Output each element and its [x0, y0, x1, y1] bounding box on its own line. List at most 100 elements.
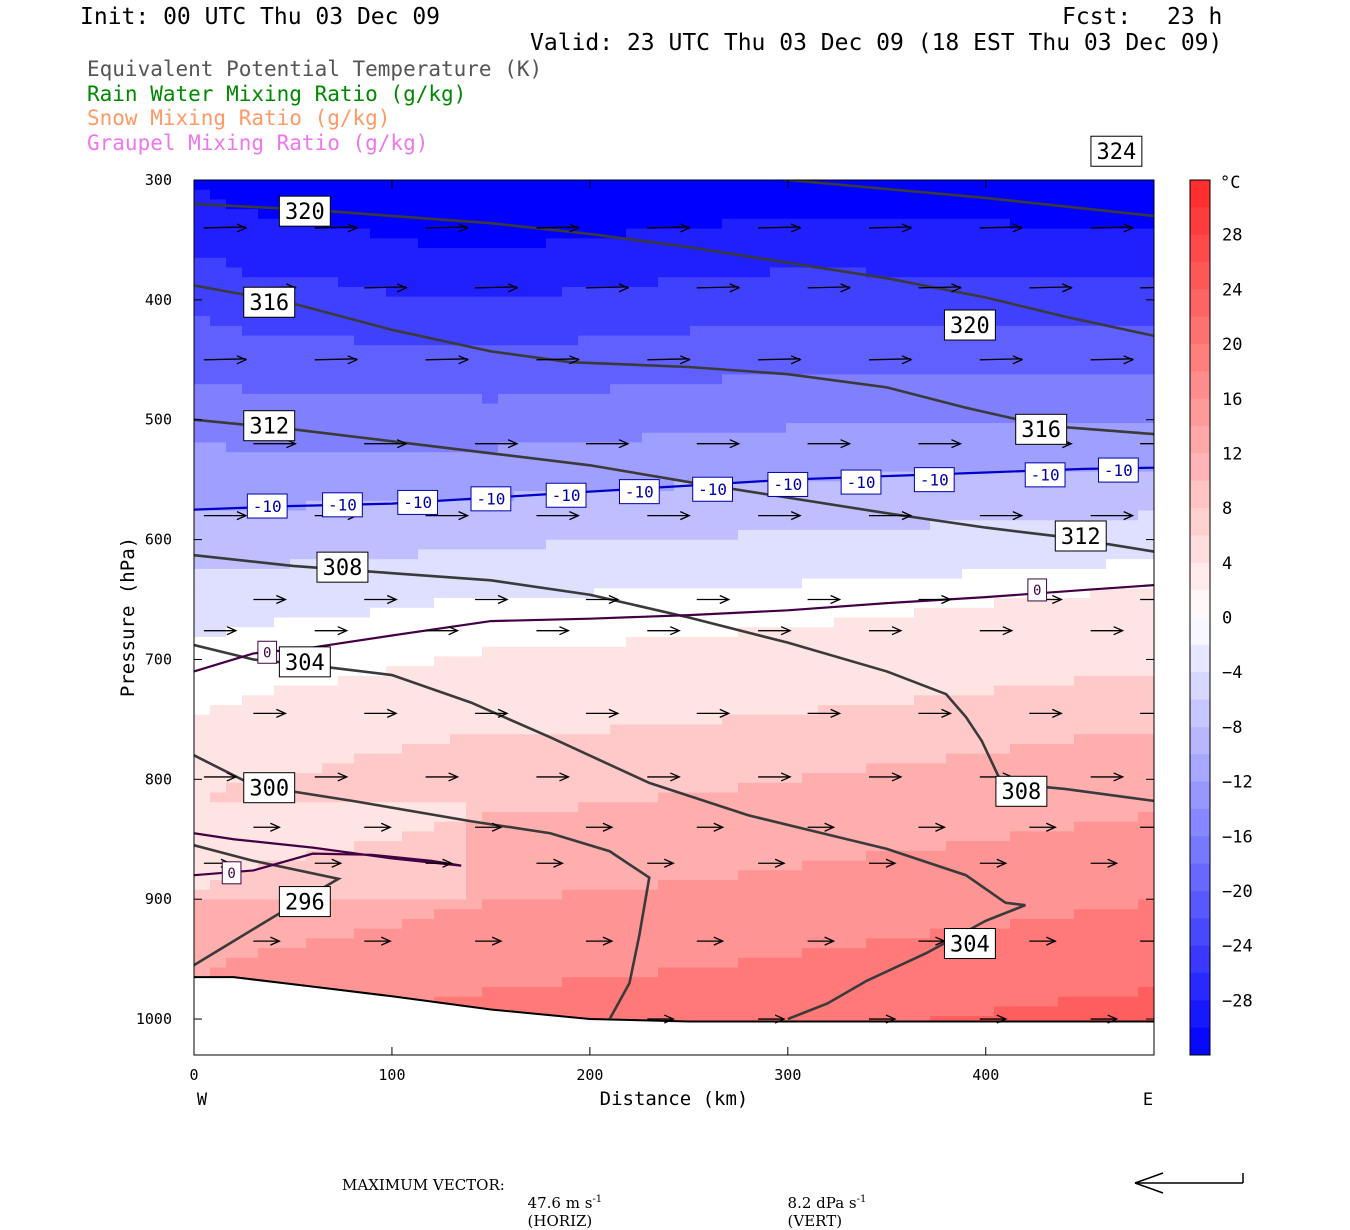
- temp-cell: [530, 335, 547, 347]
- temp-cell: [994, 899, 1011, 911]
- temp-cell: [226, 578, 243, 590]
- temp-cell: [818, 734, 835, 745]
- temp-cell: [434, 753, 451, 765]
- temp-cell: [482, 841, 499, 852]
- temp-cell: [242, 539, 259, 551]
- temp-cell: [354, 918, 371, 930]
- temp-cell: [786, 306, 803, 318]
- temp-cell: [850, 948, 867, 959]
- temp-cell: [978, 578, 995, 590]
- temp-cell: [1074, 374, 1091, 386]
- temp-cell: [658, 627, 675, 638]
- temp-cell: [898, 811, 915, 823]
- temp-cell: [722, 705, 739, 716]
- temp-cell: [466, 880, 483, 891]
- temp-cell: [578, 705, 595, 716]
- temp-cell: [466, 821, 483, 833]
- temp-cell: [498, 714, 515, 726]
- temp-cell: [1042, 248, 1059, 259]
- temp-cell: [338, 520, 355, 531]
- temp-cell: [690, 384, 707, 395]
- temp-cell: [1010, 442, 1027, 454]
- temp-cell: [482, 588, 499, 600]
- temp-cell: [642, 909, 659, 920]
- temp-cell: [338, 656, 355, 668]
- temp-cell: [402, 452, 419, 463]
- temp-cell: [434, 248, 451, 259]
- temp-cell: [770, 918, 787, 930]
- temp-cell: [658, 977, 675, 988]
- temp-cell: [690, 325, 707, 337]
- temp-cell: [946, 889, 963, 901]
- temp-cell: [754, 636, 771, 648]
- temp-cell: [226, 734, 243, 745]
- temp-cell: [626, 714, 643, 726]
- temp-cell: [626, 180, 643, 191]
- temp-cell: [450, 743, 467, 755]
- temp-cell: [386, 209, 403, 220]
- temp-cell: [770, 199, 787, 211]
- temp-cell: [674, 1006, 691, 1018]
- temp-cell: [658, 413, 675, 425]
- temp-cell: [562, 802, 579, 813]
- temp-cell: [674, 238, 691, 250]
- temp-cell: [210, 734, 227, 745]
- temp-cell: [786, 452, 803, 463]
- temp-cell: [466, 948, 483, 959]
- temp-cell: [610, 889, 627, 901]
- temp-cell: [754, 530, 771, 541]
- temp-cell: [786, 928, 803, 940]
- temp-cell: [866, 811, 883, 823]
- temp-cell: [1026, 510, 1043, 522]
- temp-cell: [626, 734, 643, 745]
- temp-cell: [258, 880, 275, 891]
- temp-cell: [834, 452, 851, 463]
- temp-cell: [1074, 364, 1091, 376]
- temp-cell: [706, 238, 723, 250]
- temp-cell: [786, 413, 803, 425]
- temp-cell: [1010, 491, 1027, 502]
- temp-cell: [1058, 734, 1075, 745]
- temp-cell: [802, 928, 819, 940]
- temp-cell: [418, 296, 435, 308]
- temp-cell: [866, 286, 883, 298]
- temp-cell: [786, 948, 803, 959]
- temp-cell: [466, 559, 483, 570]
- temp-cell: [1058, 471, 1075, 483]
- temp-cell: [322, 821, 339, 833]
- temp-cell: [834, 967, 851, 979]
- temp-cell: [530, 899, 547, 911]
- temp-cell: [898, 996, 915, 1008]
- temp-cell: [386, 452, 403, 463]
- temp-cell: [274, 452, 291, 463]
- temp-cell: [722, 928, 739, 940]
- temp-cell: [1010, 481, 1027, 493]
- temp-cell: [434, 675, 451, 687]
- temp-cell: [946, 773, 963, 784]
- temp-cell: [994, 850, 1011, 862]
- temp-cell: [626, 763, 643, 775]
- temp-cell: [770, 559, 787, 570]
- temp-cell: [994, 666, 1011, 677]
- temp-cell: [642, 423, 659, 434]
- temp-cell: [610, 520, 627, 531]
- temp-cell: [946, 539, 963, 551]
- temp-cell: [418, 909, 435, 920]
- temp-cell: [722, 549, 739, 561]
- temp-cell: [562, 860, 579, 872]
- temp-cell: [1026, 695, 1043, 706]
- temp-cell: [434, 802, 451, 813]
- temp-cell: [706, 1006, 723, 1018]
- temp-cell: [930, 967, 947, 979]
- temp-cell: [530, 996, 547, 1008]
- temp-cell: [354, 520, 371, 531]
- temp-cell: [898, 238, 915, 250]
- temp-cell: [306, 471, 323, 483]
- temp-cell: [594, 180, 611, 191]
- temp-cell: [594, 763, 611, 775]
- temp-cell: [850, 461, 867, 473]
- temp-cell: [626, 316, 643, 327]
- temp-cell: [914, 180, 931, 191]
- temp-cell: [1058, 811, 1075, 823]
- temp-cell: [914, 393, 931, 405]
